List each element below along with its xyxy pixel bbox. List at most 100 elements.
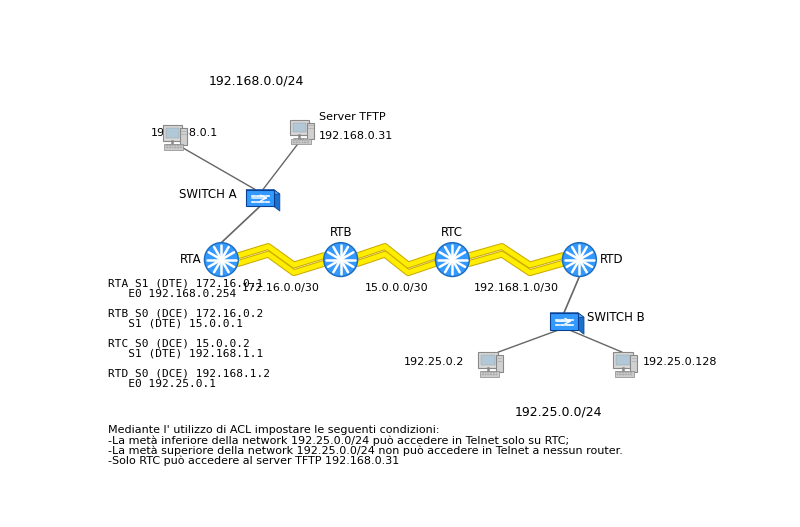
FancyBboxPatch shape	[493, 372, 494, 373]
FancyBboxPatch shape	[293, 140, 295, 141]
Text: 172.16.0.0/30: 172.16.0.0/30	[242, 282, 320, 292]
FancyBboxPatch shape	[296, 140, 298, 141]
FancyBboxPatch shape	[493, 374, 494, 375]
FancyBboxPatch shape	[307, 142, 309, 143]
Text: RTA S1 (DTE) 172.16.0.1: RTA S1 (DTE) 172.16.0.1	[108, 279, 263, 289]
FancyBboxPatch shape	[617, 372, 618, 373]
FancyBboxPatch shape	[628, 374, 630, 375]
FancyBboxPatch shape	[490, 372, 492, 373]
Circle shape	[562, 242, 596, 277]
FancyBboxPatch shape	[496, 355, 502, 372]
FancyBboxPatch shape	[630, 372, 632, 373]
FancyBboxPatch shape	[480, 371, 499, 377]
FancyBboxPatch shape	[304, 140, 306, 141]
FancyBboxPatch shape	[164, 144, 183, 150]
Polygon shape	[246, 190, 280, 194]
FancyBboxPatch shape	[496, 374, 498, 375]
Text: E0 192.168.0.254: E0 192.168.0.254	[108, 289, 237, 299]
FancyBboxPatch shape	[293, 123, 306, 132]
FancyBboxPatch shape	[619, 374, 621, 375]
FancyBboxPatch shape	[487, 374, 489, 375]
Text: S1 (DTE) 192.168.1.1: S1 (DTE) 192.168.1.1	[108, 349, 263, 359]
FancyBboxPatch shape	[496, 372, 498, 373]
Circle shape	[435, 242, 470, 277]
FancyBboxPatch shape	[178, 145, 179, 146]
FancyBboxPatch shape	[178, 147, 179, 148]
FancyBboxPatch shape	[302, 140, 303, 141]
FancyBboxPatch shape	[169, 147, 170, 148]
FancyBboxPatch shape	[622, 372, 624, 373]
Polygon shape	[274, 190, 280, 211]
FancyBboxPatch shape	[487, 372, 489, 373]
Text: 192.25.0.0/24: 192.25.0.0/24	[514, 406, 602, 419]
FancyBboxPatch shape	[490, 374, 492, 375]
FancyBboxPatch shape	[482, 372, 483, 373]
FancyBboxPatch shape	[246, 190, 274, 207]
FancyBboxPatch shape	[485, 374, 486, 375]
FancyBboxPatch shape	[290, 120, 309, 135]
Text: RTC: RTC	[442, 226, 463, 239]
FancyBboxPatch shape	[625, 374, 626, 375]
FancyBboxPatch shape	[298, 142, 301, 143]
Text: SWITCH A: SWITCH A	[179, 188, 237, 201]
FancyBboxPatch shape	[296, 142, 298, 143]
Text: -La metà superiore della network 192.25.0.0/24 non può accedere in Telnet a ness: -La metà superiore della network 192.25.…	[108, 445, 623, 456]
Circle shape	[324, 242, 358, 277]
FancyBboxPatch shape	[630, 374, 632, 375]
Text: 192.168.0.0/24: 192.168.0.0/24	[208, 75, 304, 88]
Text: RTA: RTA	[180, 253, 202, 266]
Text: 192.168.0.1: 192.168.0.1	[150, 128, 218, 138]
FancyBboxPatch shape	[625, 372, 626, 373]
FancyBboxPatch shape	[307, 140, 309, 141]
FancyBboxPatch shape	[166, 147, 168, 148]
FancyBboxPatch shape	[291, 139, 310, 144]
Text: 192.25.0.128: 192.25.0.128	[642, 357, 717, 367]
FancyBboxPatch shape	[304, 142, 306, 143]
Text: RTC S0 (DCE) 15.0.0.2: RTC S0 (DCE) 15.0.0.2	[108, 339, 250, 349]
FancyBboxPatch shape	[482, 355, 495, 365]
FancyBboxPatch shape	[172, 147, 174, 148]
FancyBboxPatch shape	[166, 145, 168, 146]
FancyBboxPatch shape	[619, 372, 621, 373]
FancyBboxPatch shape	[293, 142, 295, 143]
FancyBboxPatch shape	[174, 145, 176, 146]
FancyBboxPatch shape	[617, 374, 618, 375]
FancyBboxPatch shape	[166, 128, 179, 138]
FancyBboxPatch shape	[298, 140, 301, 141]
Text: RTD: RTD	[599, 253, 623, 266]
Polygon shape	[550, 313, 584, 317]
Circle shape	[205, 242, 238, 277]
FancyBboxPatch shape	[169, 145, 170, 146]
Text: 192.25.0.2: 192.25.0.2	[403, 357, 464, 367]
Text: Mediante l' utilizzo di ACL impostare le seguenti condizioni:: Mediante l' utilizzo di ACL impostare le…	[108, 425, 440, 435]
FancyBboxPatch shape	[630, 355, 638, 372]
FancyBboxPatch shape	[180, 147, 182, 148]
FancyBboxPatch shape	[628, 372, 630, 373]
FancyBboxPatch shape	[614, 371, 634, 377]
FancyBboxPatch shape	[478, 353, 498, 368]
FancyBboxPatch shape	[180, 128, 187, 145]
FancyBboxPatch shape	[162, 125, 182, 141]
Text: SWITCH B: SWITCH B	[587, 311, 645, 324]
FancyBboxPatch shape	[613, 353, 633, 368]
Text: 15.0.0.0/30: 15.0.0.0/30	[365, 282, 428, 292]
FancyBboxPatch shape	[180, 145, 182, 146]
Text: 192.168.1.0/30: 192.168.1.0/30	[474, 282, 558, 292]
FancyBboxPatch shape	[616, 355, 630, 365]
Text: -Solo RTC può accedere al server TFTP 192.168.0.31: -Solo RTC può accedere al server TFTP 19…	[108, 455, 399, 466]
FancyBboxPatch shape	[622, 374, 624, 375]
FancyBboxPatch shape	[172, 145, 174, 146]
Text: 192.168.0.31: 192.168.0.31	[319, 131, 394, 141]
Polygon shape	[578, 313, 584, 334]
Text: -La metà inferiore della network 192.25.0.0/24 può accedere in Telnet solo su RT: -La metà inferiore della network 192.25.…	[108, 435, 570, 446]
FancyBboxPatch shape	[174, 147, 176, 148]
Text: RTD S0 (DCE) 192.168.1.2: RTD S0 (DCE) 192.168.1.2	[108, 369, 270, 379]
FancyBboxPatch shape	[307, 123, 314, 139]
Text: RTB S0 (DCE) 172.16.0.2: RTB S0 (DCE) 172.16.0.2	[108, 309, 263, 319]
FancyBboxPatch shape	[482, 374, 483, 375]
Text: S1 (DTE) 15.0.0.1: S1 (DTE) 15.0.0.1	[108, 319, 243, 329]
Text: Server TFTP: Server TFTP	[319, 112, 386, 122]
Text: E0 192.25.0.1: E0 192.25.0.1	[108, 379, 216, 389]
FancyBboxPatch shape	[485, 372, 486, 373]
FancyBboxPatch shape	[550, 313, 578, 330]
